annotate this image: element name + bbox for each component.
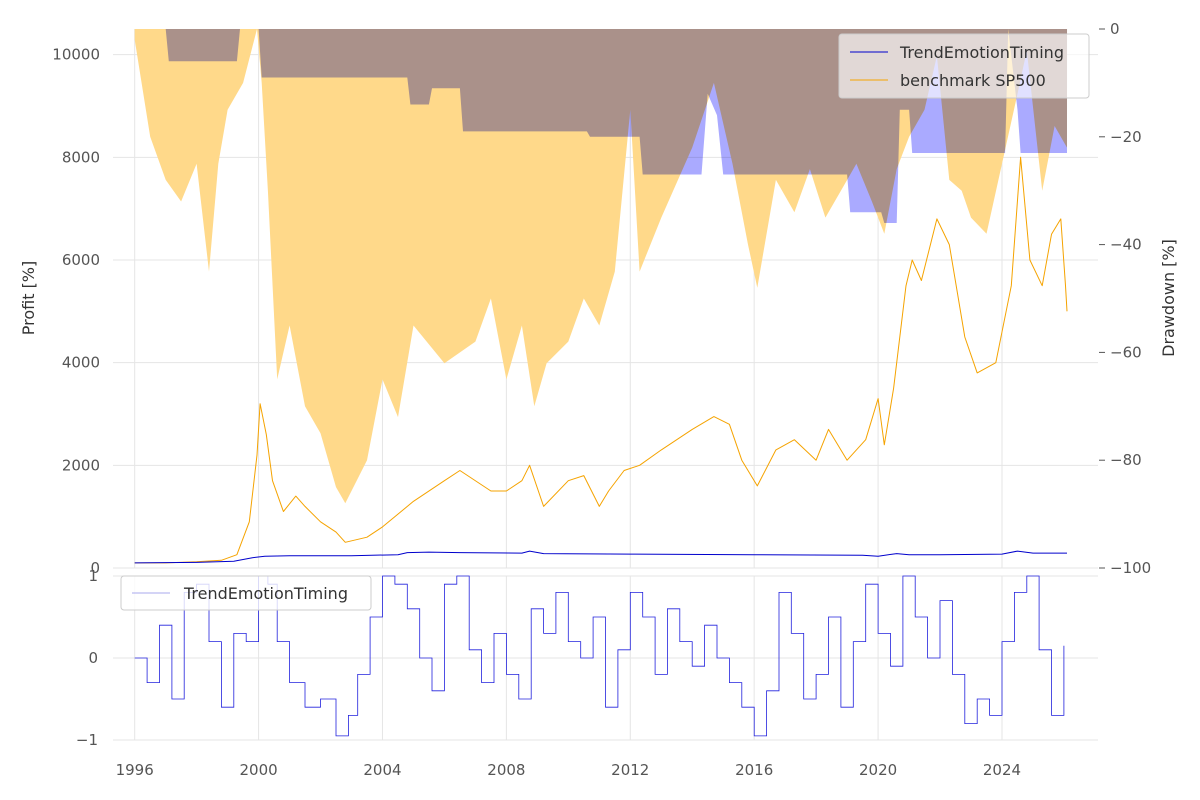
bottom-lines	[134, 575, 1065, 737]
y-tick-label-profit: 8000	[62, 148, 100, 166]
x-tick-label: 1996	[116, 761, 154, 779]
x-tick-label: 2016	[735, 761, 773, 779]
x-tick-label: 2024	[983, 761, 1021, 779]
y-tick-signal: 1	[88, 567, 98, 585]
top-right-axis-ticks: 0 −20 −40 −60 −80 −100	[1099, 20, 1151, 577]
y-tick-label-profit: 6000	[62, 251, 100, 269]
x-tick-label: 2004	[363, 761, 401, 779]
y-tick-drawdown: −100	[1099, 559, 1151, 577]
x-tick: 2012	[611, 761, 649, 779]
y-tick-label-drawdown: −20	[1110, 128, 1142, 146]
x-tick: 2016	[735, 761, 773, 779]
top-legend: TrendEmotionTiming benchmark SP500	[838, 33, 1090, 99]
y-tick-label-profit: 4000	[62, 354, 100, 372]
top-panel: 0 2000 4000 6000 8000 10000 0 −20 −40 −60 −80 −100…	[19, 20, 1178, 577]
y-tick-label-drawdown: −100	[1110, 559, 1151, 577]
y-tick-drawdown: 0	[1099, 20, 1120, 38]
x-tick-label: 2008	[487, 761, 525, 779]
top-legend-box	[838, 33, 1090, 99]
y-tick-label-profit: 0	[90, 559, 100, 577]
y-tick-label-drawdown: −80	[1110, 451, 1142, 469]
x-tick: 2024	[983, 761, 1021, 779]
y-tick-profit: 8000	[62, 148, 100, 166]
line-signal-trendemotiontiming	[134, 575, 1065, 737]
top-left-axis-ticks: 0 2000 4000 6000 8000 10000	[52, 46, 100, 577]
drawdown-area-trendemotiontiming-drawdown	[134, 29, 1068, 223]
y-tick-label-profit: 2000	[62, 456, 100, 474]
y-tick-label-profit: 10000	[52, 46, 100, 64]
y-tick-profit: 4000	[62, 354, 100, 372]
y-tick-label-drawdown: 0	[1110, 20, 1120, 38]
y-tick-profit: 10000	[52, 46, 100, 64]
x-tick-label: 2012	[611, 761, 649, 779]
x-tick: 1996	[116, 761, 154, 779]
x-tick: 2008	[487, 761, 525, 779]
y-tick-label-signal: 0	[88, 649, 98, 667]
y-tick-label-signal: −1	[76, 731, 98, 749]
bottom-panel: −1 0 1 1996 2000 2004 2008 2012 2016 2020 2024 Tr…	[76, 567, 1098, 779]
legend-label-trendemotiontiming: TrendEmotionTiming	[899, 43, 1064, 62]
y-tick-label-signal: 1	[88, 567, 98, 585]
y-tick-signal: −1	[76, 731, 98, 749]
y-tick-label-drawdown: −40	[1110, 236, 1142, 254]
bottom-legend-box	[120, 575, 372, 611]
legend-label-trendemotiontiming-signal: TrendEmotionTiming	[183, 584, 348, 603]
y-tick-label-drawdown: −60	[1110, 343, 1142, 361]
y-tick-drawdown: −40	[1099, 236, 1142, 254]
x-tick-label: 2020	[859, 761, 897, 779]
bottom-left-axis-ticks: −1 0 1	[76, 567, 98, 749]
y-axis-label-drawdown: Drawdown [%]	[1159, 239, 1178, 357]
y-tick-drawdown: −80	[1099, 451, 1142, 469]
y-tick-drawdown: −20	[1099, 128, 1142, 146]
y-tick-profit: 2000	[62, 456, 100, 474]
top-lines	[134, 156, 1068, 564]
y-axis-label-profit: Profit [%]	[19, 261, 38, 336]
top-drawdown-areas	[134, 29, 1068, 504]
y-tick-drawdown: −60	[1099, 343, 1142, 361]
line-trendemotiontiming	[134, 550, 1067, 564]
y-tick-profit: 0	[90, 559, 100, 577]
y-tick-profit: 6000	[62, 251, 100, 269]
x-axis-ticks: 1996 2000 2004 2008 2012 2016 2020 2024	[116, 761, 1021, 779]
bottom-legend: TrendEmotionTiming	[120, 575, 372, 611]
x-tick-label: 2000	[239, 761, 277, 779]
legend-label-benchmark-sp500: benchmark SP500	[900, 71, 1046, 90]
x-tick: 2000	[239, 761, 277, 779]
y-tick-signal: 0	[88, 649, 98, 667]
line-benchmark-sp500	[134, 156, 1068, 564]
x-tick: 2004	[363, 761, 401, 779]
x-tick: 2020	[859, 761, 897, 779]
